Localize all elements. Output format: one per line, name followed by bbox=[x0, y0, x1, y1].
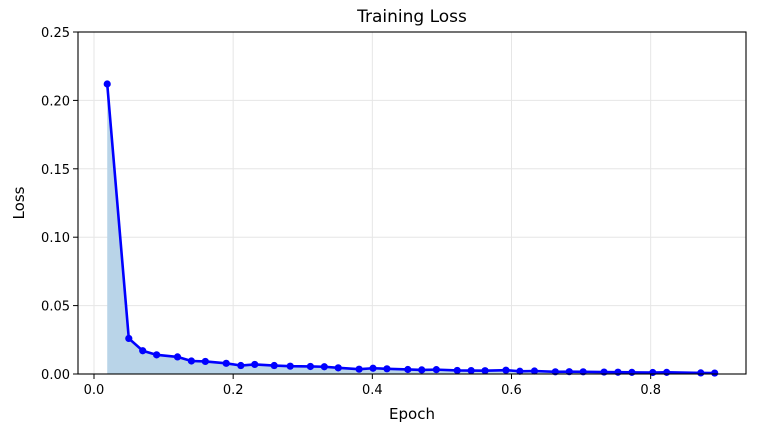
x-tick-label: 0.2 bbox=[223, 383, 244, 398]
data-point-marker bbox=[153, 351, 161, 359]
x-tick-label: 0.6 bbox=[501, 383, 522, 398]
data-point-marker bbox=[201, 357, 209, 366]
data-point-marker bbox=[697, 369, 705, 377]
x-axis-ticks: 0.0 0.2 0.4 0.6 0.8 bbox=[84, 374, 661, 398]
data-point-marker bbox=[270, 361, 278, 370]
data-point-marker bbox=[125, 334, 133, 343]
data-point-marker bbox=[600, 368, 608, 376]
data-point-marker bbox=[453, 366, 461, 375]
chart-title: Training Loss bbox=[356, 7, 467, 27]
x-tick-label: 0.4 bbox=[362, 383, 383, 398]
data-point-marker bbox=[628, 368, 636, 376]
data-point-marker bbox=[222, 359, 230, 367]
y-tick-label: 0.15 bbox=[41, 163, 70, 178]
data-point-marker bbox=[103, 80, 111, 88]
loss-data-points bbox=[103, 80, 719, 377]
y-axis-ticks: 0.00 0.05 0.10 0.15 0.20 0.25 bbox=[41, 26, 78, 383]
y-tick-label: 0.05 bbox=[41, 300, 70, 315]
x-tick-label: 0.0 bbox=[84, 383, 105, 398]
data-point-marker bbox=[286, 362, 294, 370]
data-point-marker bbox=[334, 364, 342, 372]
data-point-marker bbox=[306, 362, 315, 371]
data-point-marker bbox=[516, 367, 524, 375]
y-tick-label: 0.10 bbox=[41, 231, 70, 246]
data-point-marker bbox=[530, 367, 539, 375]
data-point-marker bbox=[187, 357, 196, 365]
y-axis-label: Loss bbox=[10, 186, 28, 219]
data-point-marker bbox=[663, 368, 671, 376]
data-point-marker bbox=[383, 365, 391, 373]
data-point-marker bbox=[404, 365, 412, 374]
y-tick-label: 0.00 bbox=[41, 368, 70, 383]
data-point-marker bbox=[711, 369, 719, 377]
data-point-marker bbox=[481, 367, 489, 375]
data-point-marker bbox=[139, 347, 147, 355]
data-point-marker bbox=[251, 360, 259, 369]
data-point-marker bbox=[502, 366, 510, 374]
data-point-marker bbox=[614, 368, 622, 376]
x-tick-label: 0.8 bbox=[640, 383, 661, 398]
data-point-marker bbox=[320, 363, 328, 371]
data-point-marker bbox=[467, 366, 475, 375]
x-axis-label: Epoch bbox=[389, 405, 435, 423]
data-point-marker bbox=[418, 366, 426, 374]
y-tick-label: 0.25 bbox=[41, 26, 70, 41]
data-point-marker bbox=[355, 365, 363, 373]
data-point-marker bbox=[173, 353, 182, 361]
data-point-marker bbox=[237, 361, 245, 370]
data-point-marker bbox=[369, 364, 377, 372]
y-tick-label: 0.20 bbox=[41, 94, 70, 109]
plot-frame bbox=[77, 31, 747, 375]
data-point-marker bbox=[432, 366, 440, 374]
